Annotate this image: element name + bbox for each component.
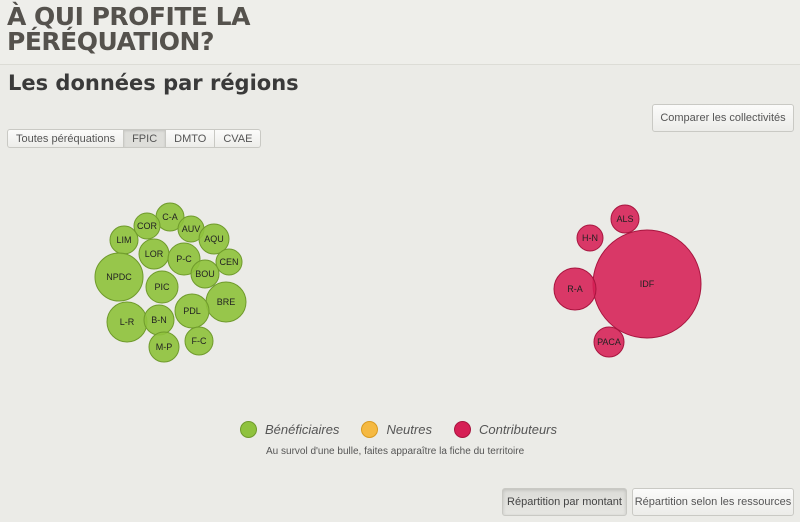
- site-title-line1: À QUI PROFITE LA: [7, 2, 250, 31]
- bubble-bou[interactable]: [190, 259, 220, 289]
- bubble-label-aqu: AQU: [204, 234, 224, 244]
- beneficiaires-bubbles: C-A COR AUV LIM AQU LOR P-C CEN NPDC BOU PIC BRE PDL…: [94, 202, 247, 363]
- site-header: À QUI PROFITE LA PÉRÉQUATION?: [0, 0, 800, 65]
- bubble-label-lim: LIM: [116, 235, 131, 245]
- bubble-label-cen: CEN: [219, 257, 238, 267]
- bubble-m-p[interactable]: [148, 331, 180, 363]
- bubble-label-auv: AUV: [182, 224, 201, 234]
- legend: Bénéficiaires Neutres Contributeurs: [240, 421, 579, 438]
- tab-toutes[interactable]: Toutes péréquations: [7, 129, 125, 148]
- bubble-pdl[interactable]: [174, 293, 210, 329]
- legend-label-contributeurs: Contributeurs: [478, 422, 558, 437]
- split-by-amount-button[interactable]: Répartition par montant: [502, 488, 627, 516]
- bubble-label-c-a: C-A: [162, 212, 178, 222]
- bubble-label-npdc: NPDC: [106, 272, 132, 282]
- bubble-aqu[interactable]: [198, 223, 230, 255]
- tab-dmto[interactable]: DMTO: [166, 129, 216, 148]
- bubble-label-paca: PACA: [597, 337, 621, 347]
- site-title[interactable]: À QUI PROFITE LA PÉRÉQUATION?: [7, 4, 250, 54]
- legend-neutres[interactable]: Neutres: [361, 421, 432, 438]
- bubble-cor[interactable]: [133, 212, 161, 240]
- bubble-label-f-c: F-C: [192, 336, 207, 346]
- bubble-label-pic: PIC: [154, 282, 170, 292]
- bubble-cen[interactable]: [215, 248, 243, 276]
- bubble-als[interactable]: [610, 204, 640, 234]
- bubble-h-n[interactable]: [576, 224, 604, 252]
- compare-button[interactable]: Comparer les collectivités: [652, 104, 794, 132]
- legend-contributeurs[interactable]: Contributeurs: [453, 421, 558, 438]
- legend-label-neutres: Neutres: [386, 422, 432, 437]
- bubble-label-als: ALS: [616, 214, 633, 224]
- contributeurs-bubbles: ALS H-N IDF R-A PACA: [553, 204, 702, 358]
- bubble-label-cor: COR: [137, 221, 158, 231]
- bubble-label-l-r: L-R: [120, 317, 135, 327]
- legend-dot-neutres-icon: [361, 421, 379, 438]
- equalization-tabs: Toutes péréquations FPIC DMTO CVAE: [7, 129, 262, 148]
- legend-dot-beneficiaires-icon: [240, 421, 257, 438]
- bubble-label-bou: BOU: [195, 269, 215, 279]
- bubble-label-pdl: PDL: [183, 306, 201, 316]
- bubble-label-r-a: R-A: [567, 284, 583, 294]
- tab-fpic[interactable]: FPIC: [124, 129, 167, 148]
- bubble-npdc[interactable]: [94, 252, 144, 302]
- bubble-label-bre: BRE: [217, 297, 236, 307]
- site-title-line2: PÉRÉQUATION?: [7, 27, 214, 56]
- tab-cvae[interactable]: CVAE: [215, 129, 262, 148]
- bubble-p-c[interactable]: [167, 242, 201, 276]
- bubble-label-p-c: P-C: [176, 254, 192, 264]
- bubble-paca[interactable]: [593, 326, 625, 358]
- bubble-label-idf: IDF: [640, 279, 655, 289]
- bubble-r-a[interactable]: [553, 267, 597, 311]
- bubble-pic[interactable]: [145, 270, 179, 304]
- legend-label-beneficiaires: Bénéficiaires: [265, 422, 340, 437]
- bubble-label-h-n: H-N: [582, 233, 598, 243]
- bubble-label-b-n: B-N: [151, 315, 167, 325]
- hover-hint: Au survol d'une bulle, faites apparaître…: [266, 446, 525, 457]
- split-by-resources-button[interactable]: Répartition selon les ressources: [632, 488, 794, 516]
- bubble-label-lor: LOR: [145, 249, 164, 259]
- legend-dot-contributeurs-icon: [453, 421, 471, 438]
- legend-beneficiaires[interactable]: Bénéficiaires: [240, 421, 339, 438]
- bubble-chart: C-A COR AUV LIM AQU LOR P-C CEN NPDC BOU PIC BRE PDL…: [94, 202, 702, 363]
- page-title: Les données par régions: [8, 71, 299, 95]
- bubble-f-c[interactable]: [184, 326, 214, 356]
- bubble-label-m-p: M-P: [156, 342, 173, 352]
